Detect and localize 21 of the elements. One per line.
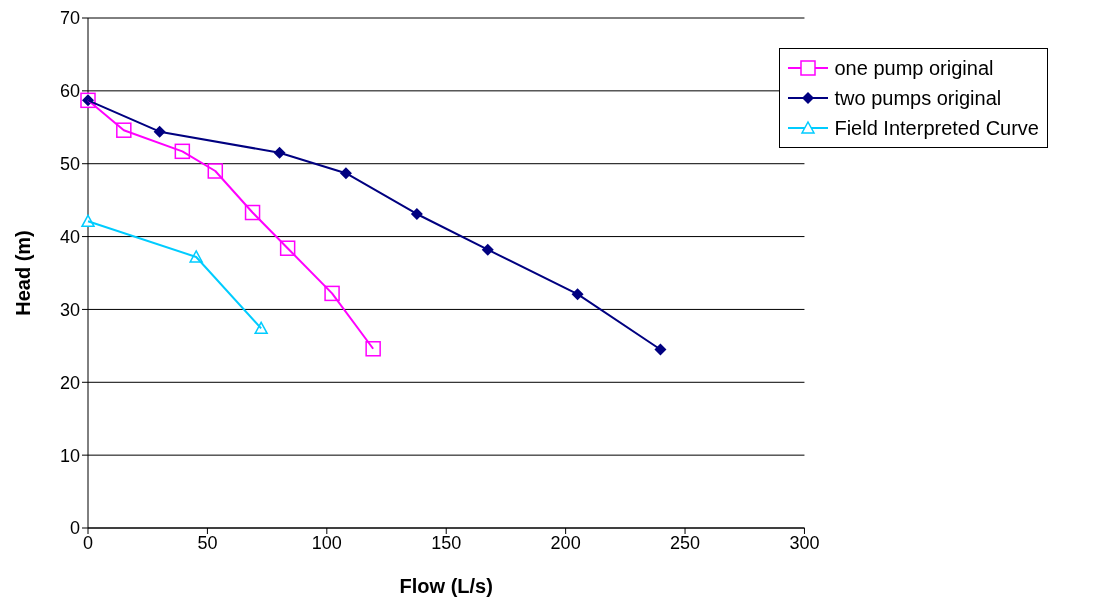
y-tick-label: 10 (59, 445, 80, 466)
legend-label: Field Interpreted Curve (834, 116, 1039, 141)
y-axis-title: Head (m) (12, 230, 35, 316)
y-tick-label: 50 (59, 154, 80, 175)
x-tick-label: 50 (197, 532, 218, 553)
x-tick-label: 0 (82, 532, 94, 553)
y-tick-label: 60 (59, 81, 80, 102)
x-tick-label: 100 (311, 532, 342, 553)
x-tick-label: 250 (670, 532, 701, 553)
legend-label: one pump original (834, 56, 994, 81)
legend-label: two pumps original (834, 86, 1002, 111)
y-tick-label: 0 (69, 518, 80, 539)
y-tick-label: 20 (59, 372, 80, 393)
y-tick-label: 40 (59, 226, 80, 247)
x-axis-title: Flow (L/s) (399, 575, 493, 597)
x-tick-label: 150 (431, 532, 462, 553)
y-tick-label: 30 (59, 299, 80, 320)
point (365, 341, 381, 357)
x-tick-label: 200 (550, 532, 581, 553)
x-tick-label: 300 (789, 532, 820, 553)
y-tick-label: 70 (59, 8, 80, 29)
